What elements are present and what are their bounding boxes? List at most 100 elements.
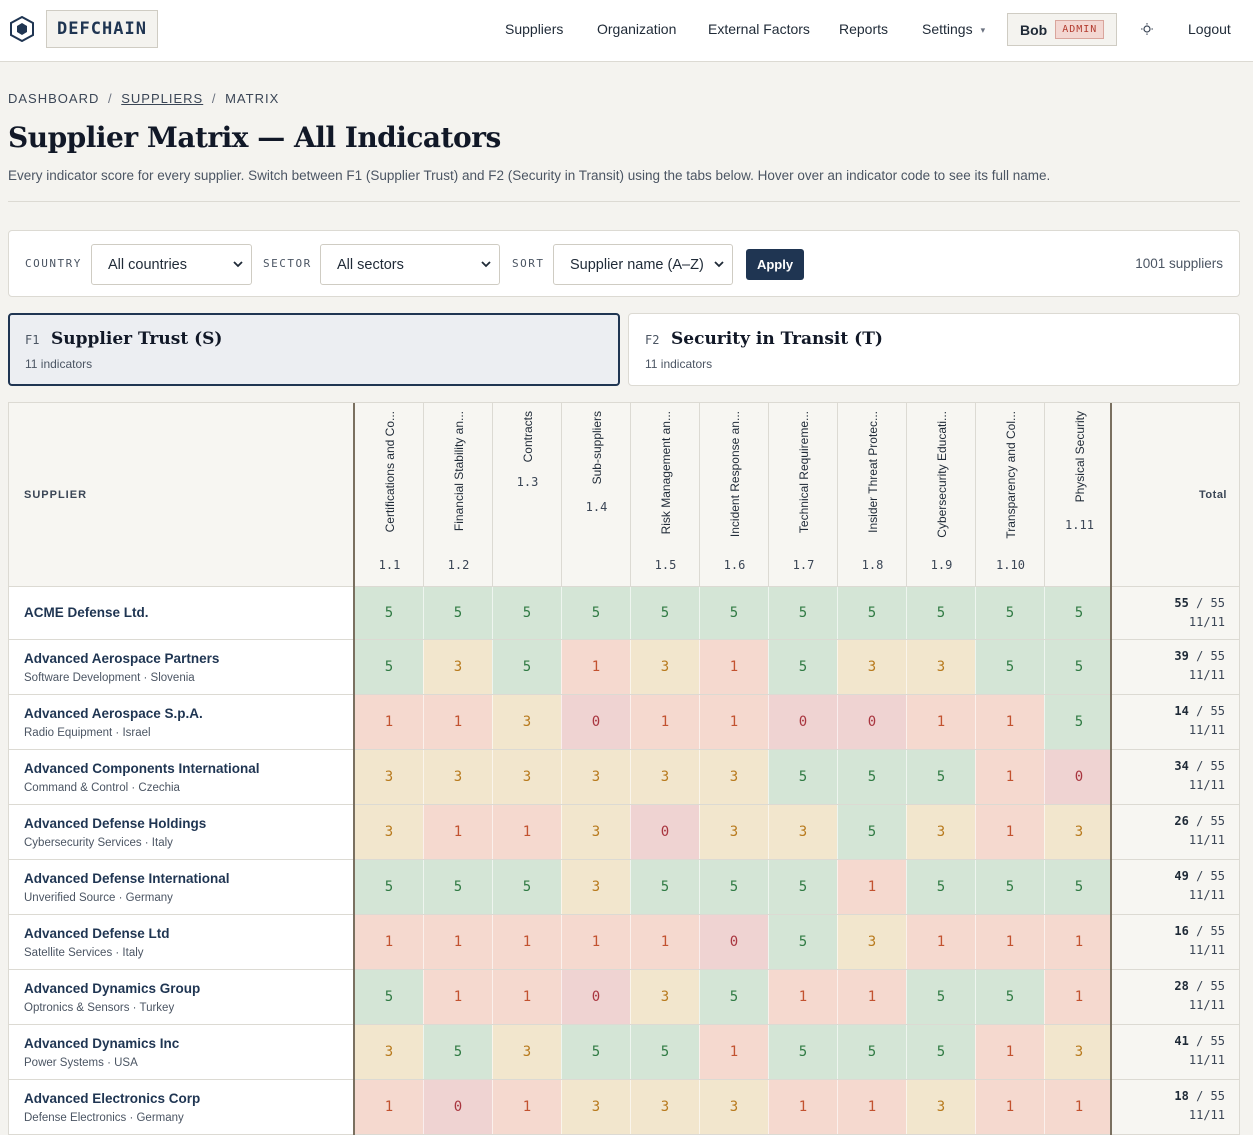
table-row[interactable]: Advanced Components International Command… bbox=[9, 750, 1239, 805]
score-cell[interactable]: 3 bbox=[354, 1025, 423, 1079]
score-cell[interactable]: 5 bbox=[906, 750, 975, 804]
score-cell[interactable]: 3 bbox=[561, 860, 630, 914]
indicator-code[interactable]: 1.3 bbox=[516, 475, 539, 489]
score-cell[interactable]: 5 bbox=[906, 970, 975, 1024]
score-cell[interactable]: 1 bbox=[492, 805, 561, 859]
table-row[interactable]: Advanced Aerospace S.p.A. Radio Equipment… bbox=[9, 695, 1239, 750]
table-row[interactable]: Advanced Aerospace Partners Software Deve… bbox=[9, 640, 1239, 695]
score-cell[interactable]: 5 bbox=[768, 915, 837, 969]
score-cell[interactable]: 5 bbox=[975, 860, 1044, 914]
indicator-header[interactable]: Physical Security 1.11 bbox=[1044, 403, 1113, 587]
score-cell[interactable]: 5 bbox=[837, 750, 906, 804]
score-cell[interactable]: 1 bbox=[423, 805, 492, 859]
score-cell[interactable]: 3 bbox=[699, 1080, 768, 1134]
logout-link[interactable]: Logout bbox=[1188, 21, 1231, 37]
score-cell[interactable]: 1 bbox=[975, 1080, 1044, 1134]
nav-settings[interactable]: Settings ▾ bbox=[922, 21, 985, 37]
indicator-code[interactable]: 1.2 bbox=[447, 558, 470, 572]
score-cell[interactable]: 5 bbox=[975, 587, 1044, 639]
score-cell[interactable]: 0 bbox=[1044, 750, 1113, 804]
indicator-header[interactable]: Technical Requireme... 1.7 bbox=[768, 403, 837, 587]
score-cell[interactable]: 5 bbox=[1044, 587, 1113, 639]
table-row[interactable]: ACME Defense Ltd. 5 5 5 5 5 5 5 5 5 5 5 55 / 55 11/11 bbox=[9, 587, 1239, 640]
apply-button[interactable]: Apply bbox=[746, 249, 804, 280]
score-cell[interactable]: 5 bbox=[492, 587, 561, 639]
score-cell[interactable]: 3 bbox=[492, 695, 561, 749]
score-cell[interactable]: 5 bbox=[975, 640, 1044, 694]
user-menu[interactable]: Bob ADMIN bbox=[1007, 13, 1117, 46]
score-cell[interactable]: 3 bbox=[492, 750, 561, 804]
supplier-name-link[interactable]: Advanced Defense Ltd bbox=[24, 926, 170, 941]
supplier-name-link[interactable]: Advanced Dynamics Group bbox=[24, 981, 201, 996]
indicator-header[interactable]: Incident Response an... 1.6 bbox=[699, 403, 768, 587]
score-cell[interactable]: 5 bbox=[492, 640, 561, 694]
score-cell[interactable]: 1 bbox=[906, 915, 975, 969]
indicator-header[interactable]: Transparency and Col... 1.10 bbox=[975, 403, 1044, 587]
score-cell[interactable]: 3 bbox=[699, 805, 768, 859]
score-cell[interactable]: 5 bbox=[906, 1025, 975, 1079]
score-cell[interactable]: 1 bbox=[837, 970, 906, 1024]
supplier-name-link[interactable]: Advanced Dynamics Inc bbox=[24, 1036, 180, 1051]
score-cell[interactable]: 5 bbox=[768, 587, 837, 639]
score-cell[interactable]: 5 bbox=[906, 860, 975, 914]
score-cell[interactable]: 5 bbox=[561, 1025, 630, 1079]
supplier-name-link[interactable]: Advanced Aerospace Partners bbox=[24, 651, 220, 666]
indicator-code[interactable]: 1.9 bbox=[930, 558, 953, 572]
score-cell[interactable]: 5 bbox=[354, 640, 423, 694]
score-cell[interactable]: 5 bbox=[699, 970, 768, 1024]
score-cell[interactable]: 3 bbox=[630, 1080, 699, 1134]
score-cell[interactable]: 1 bbox=[561, 640, 630, 694]
score-cell[interactable]: 5 bbox=[837, 587, 906, 639]
score-cell[interactable]: 1 bbox=[630, 695, 699, 749]
score-cell[interactable]: 3 bbox=[423, 640, 492, 694]
score-cell[interactable]: 5 bbox=[354, 860, 423, 914]
score-cell[interactable]: 5 bbox=[1044, 640, 1113, 694]
score-cell[interactable]: 3 bbox=[768, 805, 837, 859]
score-cell[interactable]: 5 bbox=[630, 860, 699, 914]
score-cell[interactable]: 3 bbox=[630, 640, 699, 694]
score-cell[interactable]: 5 bbox=[1044, 695, 1113, 749]
score-cell[interactable]: 5 bbox=[837, 805, 906, 859]
indicator-code[interactable]: 1.10 bbox=[996, 558, 1025, 572]
score-cell[interactable]: 5 bbox=[354, 970, 423, 1024]
indicator-code[interactable]: 1.8 bbox=[861, 558, 884, 572]
sort-select[interactable]: Supplier name (A–Z) bbox=[553, 244, 733, 285]
score-cell[interactable]: 3 bbox=[630, 970, 699, 1024]
score-cell[interactable]: 1 bbox=[975, 695, 1044, 749]
nav-organization[interactable]: Organization bbox=[597, 21, 677, 37]
score-cell[interactable]: 1 bbox=[699, 640, 768, 694]
score-cell[interactable]: 0 bbox=[561, 970, 630, 1024]
score-cell[interactable]: 3 bbox=[561, 805, 630, 859]
supplier-name-link[interactable]: Advanced Electronics Corp bbox=[24, 1091, 201, 1106]
indicator-header[interactable]: Certifications and Co... 1.1 bbox=[354, 403, 423, 587]
indicator-code[interactable]: 1.6 bbox=[723, 558, 746, 572]
score-cell[interactable]: 1 bbox=[975, 915, 1044, 969]
score-cell[interactable]: 1 bbox=[423, 695, 492, 749]
indicator-header[interactable]: Financial Stability an... 1.2 bbox=[423, 403, 492, 587]
indicator-header[interactable]: Risk Management an... 1.5 bbox=[630, 403, 699, 587]
table-row[interactable]: Advanced Dynamics Inc Power Systems · USA… bbox=[9, 1025, 1239, 1080]
indicator-code[interactable]: 1.7 bbox=[792, 558, 815, 572]
score-cell[interactable]: 5 bbox=[354, 587, 423, 639]
table-row[interactable]: Advanced Defense International Unverified… bbox=[9, 860, 1239, 915]
score-cell[interactable]: 0 bbox=[561, 695, 630, 749]
score-cell[interactable]: 1 bbox=[837, 1080, 906, 1134]
nav-external-factors[interactable]: External Factors bbox=[708, 21, 810, 37]
score-cell[interactable]: 3 bbox=[492, 1025, 561, 1079]
indicator-header[interactable]: Insider Threat Protec... 1.8 bbox=[837, 403, 906, 587]
score-cell[interactable]: 1 bbox=[768, 1080, 837, 1134]
breadcrumb-dashboard[interactable]: DASHBOARD bbox=[8, 91, 100, 106]
score-cell[interactable]: 3 bbox=[906, 1080, 975, 1134]
score-cell[interactable]: 3 bbox=[699, 750, 768, 804]
supplier-name-link[interactable]: Advanced Defense International bbox=[24, 871, 230, 886]
score-cell[interactable]: 5 bbox=[768, 640, 837, 694]
indicator-header[interactable]: Cybersecurity Educati... 1.9 bbox=[906, 403, 975, 587]
score-cell[interactable]: 1 bbox=[423, 915, 492, 969]
score-cell[interactable]: 1 bbox=[423, 970, 492, 1024]
score-cell[interactable]: 1 bbox=[492, 1080, 561, 1134]
brand-logo[interactable]: DEFCHAIN bbox=[46, 10, 158, 48]
supplier-name-link[interactable]: Advanced Aerospace S.p.A. bbox=[24, 706, 203, 721]
score-cell[interactable]: 1 bbox=[837, 860, 906, 914]
score-cell[interactable]: 3 bbox=[1044, 805, 1113, 859]
nav-suppliers[interactable]: Suppliers bbox=[505, 21, 564, 37]
